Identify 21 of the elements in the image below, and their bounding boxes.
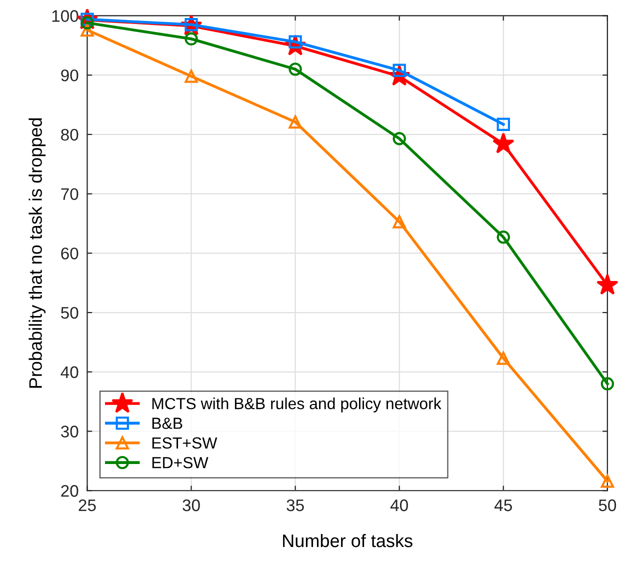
y-tick-label: 40 [60, 366, 78, 378]
x-axis-title: Number of tasks [283, 534, 412, 548]
y-tick-label: 20 [61, 485, 78, 497]
x-tick-label: 45 [494, 500, 512, 512]
x-tick-label: 25 [78, 499, 96, 512]
legend-label: B&B [152, 418, 182, 429]
x-tick-label: 30 [182, 499, 200, 512]
x-tick-label: 35 [286, 499, 304, 512]
x-tick-label: 50 [598, 499, 616, 512]
y-axis-title: Probability that no task is dropped [28, 118, 46, 388]
y-tick-label: 30 [60, 426, 78, 438]
legend-label: EST+SW [152, 437, 218, 449]
y-tick-label: 50 [61, 306, 78, 319]
y-tick-label: 90 [61, 70, 78, 82]
y-tick-label: 80 [61, 128, 78, 141]
legend-label: MCTS with B&B rules and policy network [152, 398, 442, 412]
y-tick-label: 70 [61, 188, 78, 200]
legend-label: ED+SW [152, 456, 208, 468]
x-tick-label: 40 [390, 499, 408, 512]
y-tick-label: 100 [52, 10, 78, 22]
y-tick-label: 60 [61, 248, 78, 260]
